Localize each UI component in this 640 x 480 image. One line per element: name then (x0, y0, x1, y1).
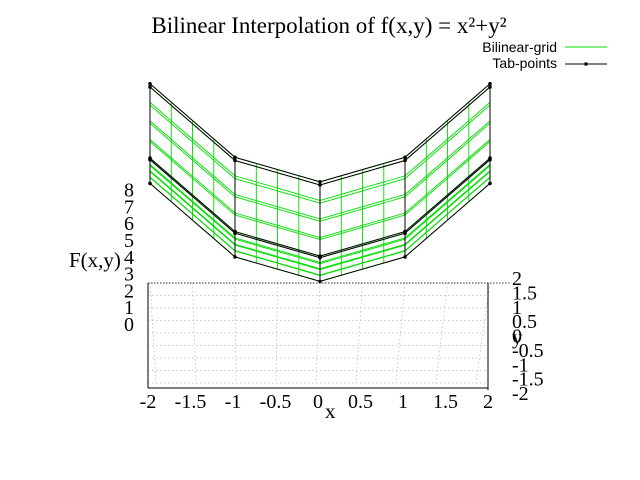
tab-point (233, 158, 237, 163)
x-axis-label: x (325, 399, 336, 423)
x-tick-label: 0.5 (348, 391, 373, 413)
y-tick-label: -0.5 (512, 340, 544, 362)
x-tick-label: 0 (313, 391, 323, 413)
tab-point (148, 82, 152, 86)
tab-point (403, 158, 407, 163)
legend-label-tab-points: Tab-points (492, 55, 557, 71)
tab-point (148, 85, 152, 89)
tab-point (318, 254, 322, 258)
tab-point (488, 82, 492, 86)
y-tick-label: -2 (512, 383, 529, 405)
tab-point (233, 229, 237, 234)
tab-point (233, 255, 237, 259)
x-tick-label: 2 (483, 391, 493, 413)
z-axis-label: F(x,y) (69, 248, 121, 272)
z-tick-label: 0 (124, 314, 134, 336)
z-tick-label: 5 (124, 230, 134, 252)
x-tick-label: -2 (140, 391, 157, 413)
floor-grid-line (149, 282, 157, 384)
z-tick-label: 8 (124, 180, 134, 202)
tab-point (233, 155, 237, 160)
chart-title: Bilinear Interpolation of f(x,y) = x²+y² (151, 13, 506, 38)
x-tick-label: 1 (398, 391, 408, 413)
y-tick-label: -1 (512, 354, 529, 376)
tab-point (148, 181, 152, 186)
tab-point (403, 155, 407, 160)
tab-point (488, 156, 492, 160)
floor-grid-line (192, 282, 197, 384)
tab-point (488, 181, 492, 186)
y-tick-label: 0.5 (512, 311, 537, 333)
x-tick-label: -0.5 (260, 391, 292, 413)
tab-point (488, 85, 492, 89)
tab-points-wireframe (148, 82, 492, 284)
tab-line (149, 86, 491, 186)
z-tick-label: 1 (124, 297, 134, 319)
labels: Bilinear Interpolation of f(x,y) = x²+y²… (69, 13, 607, 423)
tab-point (403, 229, 407, 234)
floor-grid (148, 282, 491, 384)
z-tick-label: 3 (124, 264, 134, 286)
tab-point (403, 255, 407, 259)
floor-grid-line (395, 282, 406, 384)
z-tick-label: 7 (124, 196, 134, 218)
z-tick-label: 2 (124, 280, 134, 302)
y-tick-label: 2 (512, 268, 522, 290)
tab-point (148, 156, 152, 160)
y-tick-label: -1.5 (512, 369, 544, 391)
tab-point (318, 279, 322, 284)
z-tick-label: 4 (124, 247, 134, 269)
tab-point (318, 180, 322, 184)
tick-labels: -2 -1.5 -1 -0.5 0 0.5 1 1.5 221.510.50-0.5-1-1.5… (124, 180, 544, 413)
legend-label-bilinear-grid: Bilinear-grid (482, 39, 557, 55)
floor-grid-line (234, 282, 237, 384)
y-axis-label: y (512, 325, 523, 349)
x-tick-label: 1.5 (433, 391, 458, 413)
floor-grid-line (275, 282, 278, 384)
mesh-line-y (149, 86, 491, 186)
y-tick-label: 1 (512, 297, 522, 319)
x-tick-label: -1 (225, 391, 242, 413)
legend-marker-tab-points (584, 62, 588, 66)
floor-grid-line (315, 282, 321, 384)
z-tick-label: 6 (124, 213, 134, 235)
x-tick-label: -1.5 (175, 391, 207, 413)
floor-grid-line (435, 282, 448, 384)
y-tick-label: 1.5 (512, 282, 537, 304)
floor-grid-line (355, 282, 363, 384)
axes (147, 282, 510, 390)
tab-point (318, 183, 322, 187)
y-tick-label: 0 (512, 326, 522, 348)
